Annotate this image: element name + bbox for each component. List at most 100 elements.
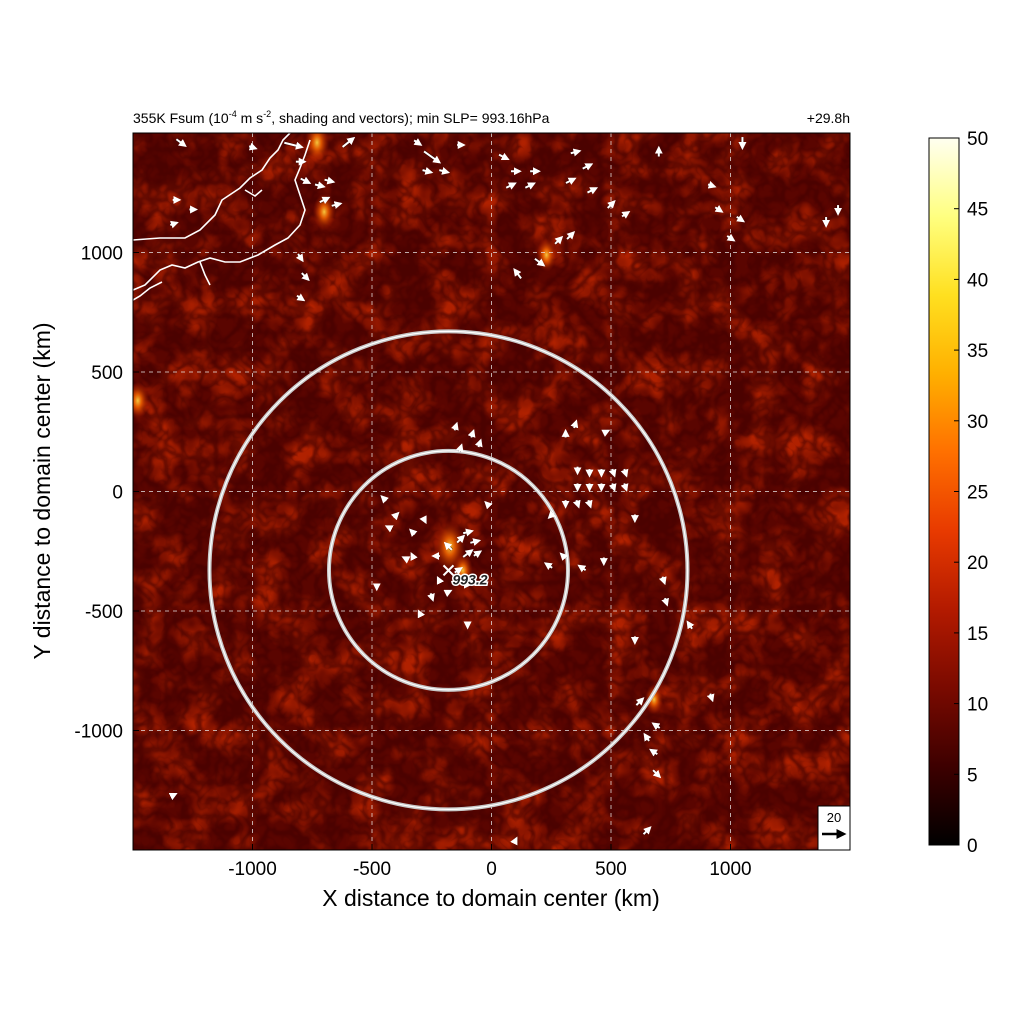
hotspot (645, 684, 664, 715)
vector-arrow (301, 272, 310, 282)
colorbar-tick-label: 5 (967, 765, 978, 786)
vector-arrow (324, 176, 336, 185)
vector-arrow (534, 257, 546, 267)
y-tick-label: -500 (85, 602, 123, 623)
vector-arrow (726, 233, 736, 242)
radius-circle-inner (208, 330, 689, 810)
vector-arrow (439, 167, 451, 175)
x-axis-label: X distance to domain center (km) (322, 885, 659, 911)
vector-arrow (484, 500, 493, 510)
vector-arrow (601, 429, 611, 437)
vector-arrow (470, 538, 482, 546)
vector-layer (168, 136, 843, 846)
vector-arrow (572, 499, 581, 509)
hotspot (304, 133, 330, 163)
hotspot (536, 238, 557, 272)
vector-arrow (661, 597, 669, 607)
vector-arrow (642, 826, 652, 835)
vector-arrow (462, 528, 474, 537)
colorbar-tick-label: 0 (967, 836, 978, 857)
forecast-time-label: +29.8h (807, 110, 850, 126)
vector-arrow (451, 421, 459, 431)
vector-arrow (510, 836, 518, 846)
colorbar: 0 5 10 15 20 25 30 35 40 45 50 (928, 129, 988, 857)
vector-arrow (168, 793, 178, 801)
vector-arrow (543, 562, 553, 571)
vector-arrow (248, 142, 258, 151)
vector-arrow (319, 196, 331, 204)
vector-arrow (456, 534, 466, 544)
reference-vector-box: 20 (817, 805, 851, 851)
vector-arrow (706, 693, 715, 703)
vector-arrow (443, 589, 453, 598)
vector-arrow (651, 722, 661, 731)
colorbar-tick-label: 10 (967, 695, 988, 716)
colorbar-ticks: 0 5 10 15 20 25 30 35 40 45 50 (954, 129, 988, 857)
vector-arrow (474, 438, 483, 448)
vector-arrow (175, 138, 187, 148)
vector-arrow (401, 556, 411, 564)
vector-arrow (652, 769, 662, 779)
coastline (133, 133, 291, 241)
vector-arrow (582, 163, 594, 171)
vector-arrow (300, 176, 312, 184)
vector-arrow (341, 136, 356, 148)
x-tick-label: 1000 (709, 859, 751, 880)
vector-arrow (565, 177, 577, 185)
min-slp-marker (442, 564, 455, 577)
vector-arrow (686, 620, 695, 630)
chart-title: 355K Fsum (10-4 m s-2, shading and vecto… (133, 109, 550, 126)
vector-arrow (384, 525, 394, 533)
coastline-layer (133, 133, 311, 301)
vector-arrow (635, 697, 645, 706)
y-tick-label: 500 (91, 363, 123, 384)
vector-arrow (547, 510, 557, 520)
vector-arrow (419, 515, 427, 525)
colorbar-tick-label: 15 (967, 624, 988, 645)
vector-arrow (462, 549, 474, 558)
vector-arrow (570, 419, 579, 429)
colorbar-tick-label: 20 (967, 553, 988, 574)
coastline (133, 281, 163, 301)
vector-arrow (524, 182, 536, 190)
colorbar-tick-label: 45 (967, 200, 988, 221)
vector-arrow (649, 748, 658, 757)
coastline (199, 261, 211, 286)
colorbar-tick-label: 50 (967, 129, 988, 150)
vector-arrow (559, 552, 569, 561)
vector-arrow (467, 428, 476, 438)
vector-arrow (620, 483, 629, 492)
y-tick-label: 1000 (81, 244, 123, 265)
vector-arrow (608, 468, 617, 478)
vector-arrow (473, 550, 483, 559)
coastline (244, 189, 263, 197)
vector-arrow (513, 268, 522, 280)
x-tick-label: 500 (595, 859, 627, 880)
y-tick-label: 0 (112, 483, 123, 504)
colorbar-tick-label: 35 (967, 341, 988, 362)
vector-arrow (380, 495, 389, 504)
vector-arrow (331, 201, 343, 209)
vector-arrow (577, 564, 587, 573)
vector-arrow (427, 593, 435, 602)
vector-arrow (417, 609, 425, 619)
vector-arrow (584, 499, 593, 509)
vector-arrow (455, 443, 464, 453)
vector-arrow (606, 199, 616, 209)
vector-arrow (413, 138, 423, 146)
colorbar-tick-label: 25 (967, 483, 988, 504)
vector-arrow (410, 552, 418, 561)
x-axis-ticks: -1000 -500 0 500 1000 (228, 844, 752, 880)
vector-arrow (296, 293, 306, 302)
center-layer: 993.2 (442, 564, 489, 589)
vector-arrow (423, 150, 442, 164)
radius-circle-inner (328, 450, 569, 691)
vector-arrow (314, 181, 326, 190)
vector-arrow (169, 220, 179, 229)
y-axis-label: Y distance to domain center (km) (29, 322, 55, 659)
y-axis-ticks: -1000 -500 0 500 1000 (74, 244, 139, 743)
reference-vector-label: 20 (827, 810, 841, 825)
vector-arrow (554, 235, 564, 245)
vector-arrow (714, 205, 724, 213)
circle-layer (207, 329, 690, 812)
